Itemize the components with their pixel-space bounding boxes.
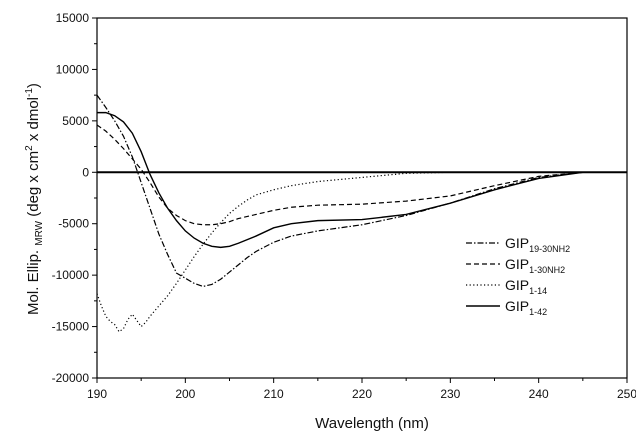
legend-label-main: GIP [505,235,529,251]
legend-label-sub: 19-30NH2 [529,244,570,254]
x-tick-label: 210 [264,387,284,401]
legend-label-main: GIP [505,277,529,293]
x-tick-label: 220 [352,387,372,401]
y-tick-label: 0 [82,165,89,179]
y-axis-title: Mol. Ellip. MRW (deg x cm2 x dmol-1) [24,83,45,315]
legend-label-main: GIP [505,298,529,314]
axes: 190 200 210 220 230 240 250 -20000 -15000 -10000 -… [52,11,636,401]
plot-frame [96,17,628,379]
y-axis-title-sup-2: -1 [24,88,35,97]
x-tick-label: 230 [440,387,460,401]
y-tick-label: 15000 [56,11,90,25]
y-tick-label: -10000 [52,268,90,282]
y-tick-label: 5000 [62,114,89,128]
y-tick-label: -15000 [52,320,90,334]
y-tick-label: -20000 [52,371,90,385]
legend-label-sub: 1-30NH2 [529,265,565,275]
y-axis-title-subscript: MRW [34,220,45,245]
legend-label: GIP1-42 [505,298,547,317]
legend-label: GIP1-14 [505,277,547,296]
y-tick-label: 10000 [56,62,90,76]
x-tick-label: 240 [529,387,549,401]
legend-label-sub: 1-14 [529,286,547,296]
y-axis-title-unit-c: ) [25,83,42,88]
series-line-1-42 [97,111,627,249]
y-tick-label: -5000 [58,217,89,231]
x-tick-label: 200 [175,387,195,401]
x-tick-label: 250 [617,387,636,401]
y-axis-title-unit-a: (deg x cm [25,151,42,221]
x-axis-title: Wavelength (nm) [315,415,429,432]
legend-label: GIP19-30NH2 [505,235,570,254]
legend-label-sub: 1-42 [529,307,547,317]
series-line-1-30nh2 [96,124,627,226]
x-tick-label: 190 [87,387,107,401]
series-lines [96,94,627,333]
y-axis-title-sup-1: 2 [24,145,35,151]
plot-area [96,17,628,379]
y-axis-title-unit-b: x dmol [25,97,42,145]
y-axis-title-main: Mol. Ellip. [25,250,42,315]
legend-label-main: GIP [505,256,529,272]
legend-label: GIP1-30NH2 [505,256,565,275]
